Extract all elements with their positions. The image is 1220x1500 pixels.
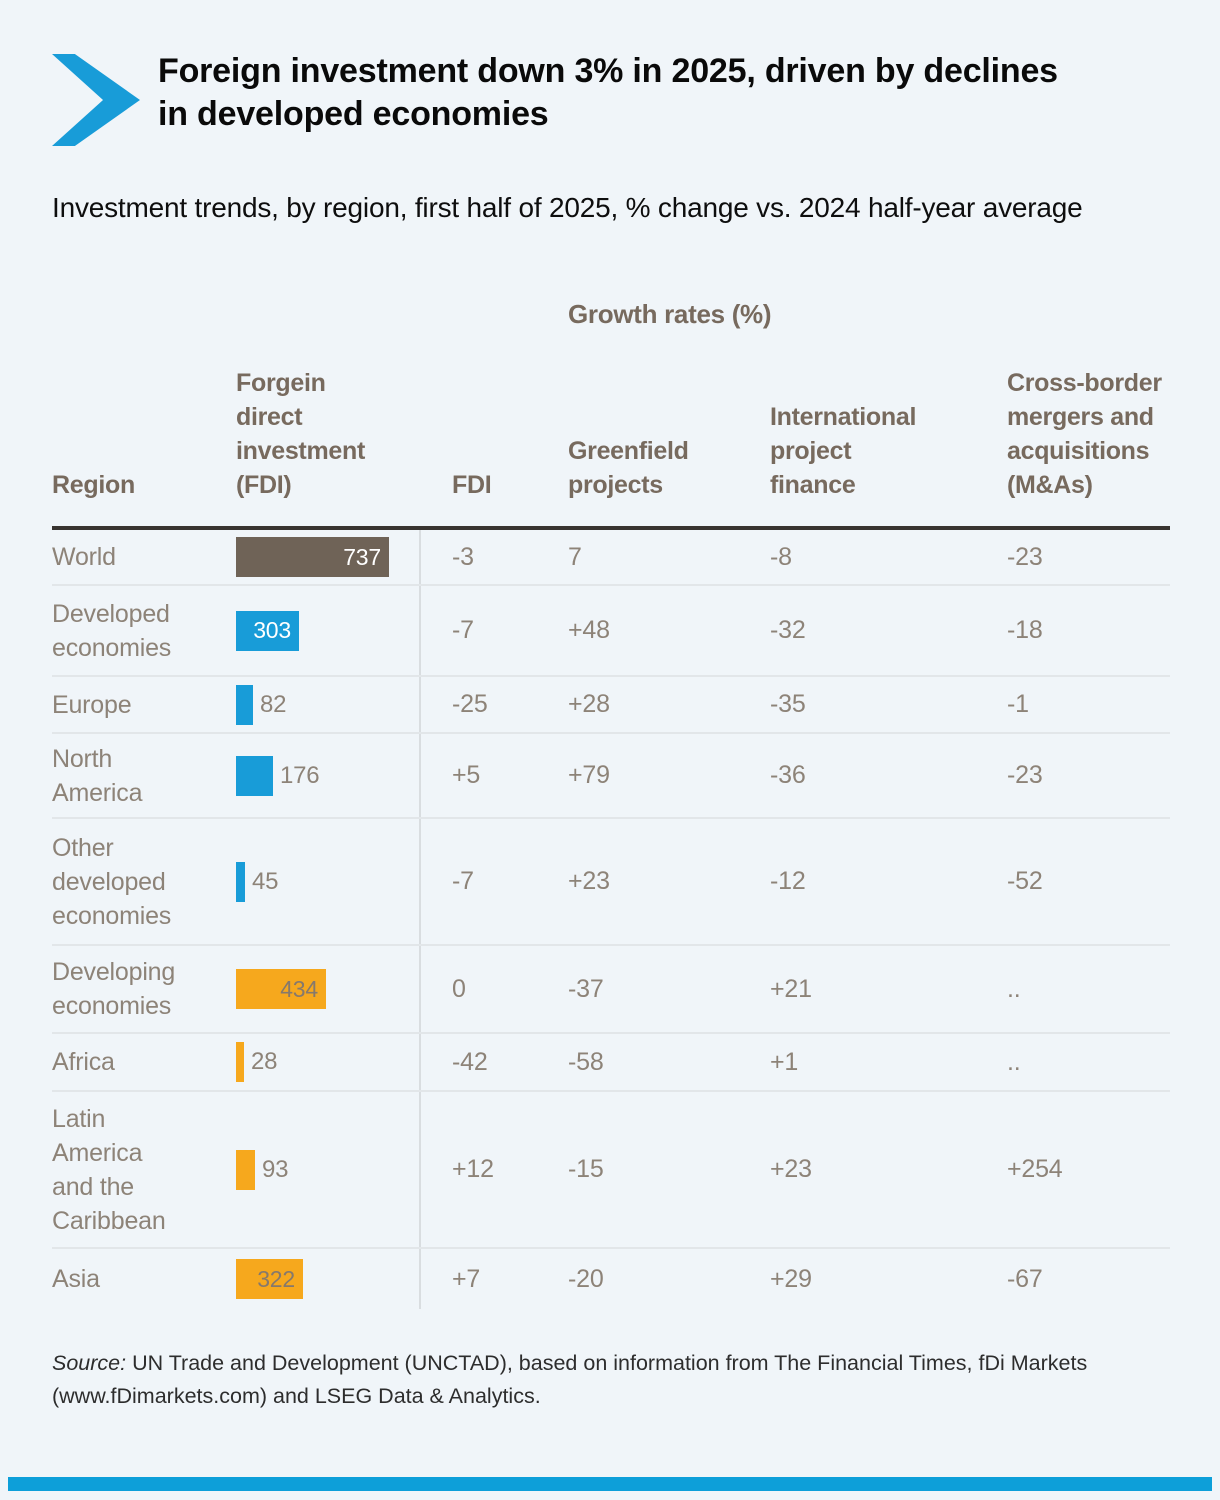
cell-fdi-growth: +12: [452, 1155, 494, 1183]
cell-greenfield: +28: [568, 690, 610, 718]
cell-project-finance: +29: [770, 1264, 812, 1293]
cell-greenfield: -20: [568, 1264, 604, 1293]
region-label: Asia: [52, 1265, 100, 1293]
col-header-region: Region: [52, 471, 135, 499]
table-row: World 737 -3 7 -8 -23: [52, 530, 1170, 586]
col-header-fdi: FDI: [452, 471, 492, 499]
cell-greenfield: +79: [568, 761, 610, 789]
cell-fdi-growth: +5: [452, 761, 481, 789]
table-row: Developed economies 303 -7 +48 -32 -18: [52, 586, 1170, 677]
page-title: Foreign investment down 3% in 2025, driv…: [158, 52, 1058, 133]
cell-greenfield: 7: [568, 542, 582, 571]
cell-fdi-growth: -25: [452, 690, 488, 718]
fdi-bar-value-outside: 93: [262, 1155, 289, 1183]
cell-mergers: -23: [1007, 542, 1043, 571]
fdi-bar: [236, 755, 273, 796]
region-label: Latin America and the Caribbean: [52, 1104, 166, 1235]
cell-greenfield: -15: [568, 1155, 604, 1183]
fdi-bar-value-outside: 28: [251, 1048, 278, 1075]
fdi-bar: [236, 1149, 255, 1190]
cell-greenfield: +48: [568, 616, 610, 644]
cell-project-finance: -35: [770, 690, 806, 718]
cell-greenfield: +23: [568, 867, 610, 895]
cell-fdi-growth: -42: [452, 1047, 488, 1076]
region-label: Europe: [52, 690, 132, 719]
fdi-bar: [236, 1042, 244, 1082]
cell-fdi-growth: 0: [452, 974, 466, 1003]
cell-project-finance: +1: [770, 1047, 799, 1076]
cell-mergers: ..: [1007, 974, 1021, 1003]
table-row: Latin America and the Caribbean 93 +12 -…: [52, 1092, 1170, 1249]
region-label: North America: [52, 744, 143, 807]
region-label: World: [52, 543, 116, 571]
cell-project-finance: +23: [770, 1155, 812, 1183]
table-header-row: Region Forgein direct investment (FDI) F…: [52, 366, 1170, 530]
source-label: Source:: [52, 1351, 127, 1375]
source-text: UN Trade and Development (UNCTAD), based…: [52, 1351, 1088, 1408]
page-subtitle: Investment trends, by region, first half…: [52, 192, 1083, 223]
cell-mergers: -67: [1007, 1264, 1043, 1293]
fdi-bar-value-outside: 45: [252, 867, 279, 895]
region-label: Other developed economies: [52, 833, 172, 930]
fdi-bar: 434: [236, 969, 326, 1009]
fdi-bar-value-inside: 322: [257, 1265, 295, 1292]
cell-mergers: +254: [1007, 1155, 1063, 1183]
cell-project-finance: -36: [770, 761, 806, 789]
fdi-bar-value-inside: 434: [280, 975, 318, 1002]
table-row: Other developed economies 45 -7 +23 -12 …: [52, 819, 1170, 946]
cell-mergers: -52: [1007, 867, 1043, 895]
fdi-bar: 322: [236, 1259, 303, 1299]
fdi-bar: 737: [236, 537, 389, 577]
fdi-bar-value-inside: 303: [253, 617, 291, 643]
cell-project-finance: +21: [770, 974, 812, 1003]
cell-project-finance: -32: [770, 616, 806, 644]
fdi-bar-value-outside: 82: [260, 690, 287, 718]
col-header-greenfield: Greenfield projects: [568, 437, 689, 499]
region-label: Developed economies: [52, 599, 172, 662]
fdi-bar-value-outside: 176: [280, 761, 320, 789]
cell-greenfield: -37: [568, 974, 604, 1003]
cell-mergers: -18: [1007, 616, 1043, 644]
table-row: Europe 82 -25 +28 -35 -1: [52, 677, 1170, 734]
cell-fdi-growth: -3: [452, 542, 474, 571]
table-row: Developing economies 434 0 -37 +21 ..: [52, 946, 1170, 1034]
cell-mergers: -23: [1007, 761, 1043, 789]
col-header-project-finance: International project finance: [770, 403, 917, 499]
cell-greenfield: -58: [568, 1047, 604, 1076]
fdi-bar: 303: [236, 610, 299, 651]
table-body: World 737 -3 7 -8 -23 Developed economie…: [52, 530, 1170, 1309]
cell-mergers: -1: [1007, 690, 1029, 718]
chevron-arrow-icon: [52, 54, 140, 146]
col-header-mergers: Cross-border mergers and acquisitions (M…: [1007, 369, 1162, 499]
cell-mergers: ..: [1007, 1047, 1021, 1076]
footer-accent-bar: [8, 1477, 1212, 1491]
table-row: Africa 28 -42 -58 +1 ..: [52, 1034, 1170, 1092]
fdi-bar: [236, 861, 245, 902]
region-label: Developing economies: [52, 958, 176, 1020]
cell-fdi-growth: -7: [452, 616, 474, 644]
cell-fdi-growth: -7: [452, 867, 474, 895]
cell-project-finance: -12: [770, 867, 806, 895]
cell-project-finance: -8: [770, 542, 792, 571]
table-row: North America 176 +5 +79 -36 -23: [52, 734, 1170, 819]
col-header-fdi-bar: Forgein direct investment (FDI): [236, 369, 365, 499]
title-block: Foreign investment down 3% in 2025, driv…: [52, 0, 1170, 146]
cell-fdi-growth: +7: [452, 1264, 481, 1293]
fdi-bar-value-inside: 737: [343, 543, 381, 570]
region-label: Africa: [52, 1048, 115, 1076]
table-row: Asia 322 +7 -20 +29 -67: [52, 1249, 1170, 1309]
group-header-growth-rates: Growth rates (%): [568, 299, 772, 329]
source-note: Source: UN Trade and Development (UNCTAD…: [52, 1347, 1170, 1413]
fdi-bar: [236, 684, 253, 725]
